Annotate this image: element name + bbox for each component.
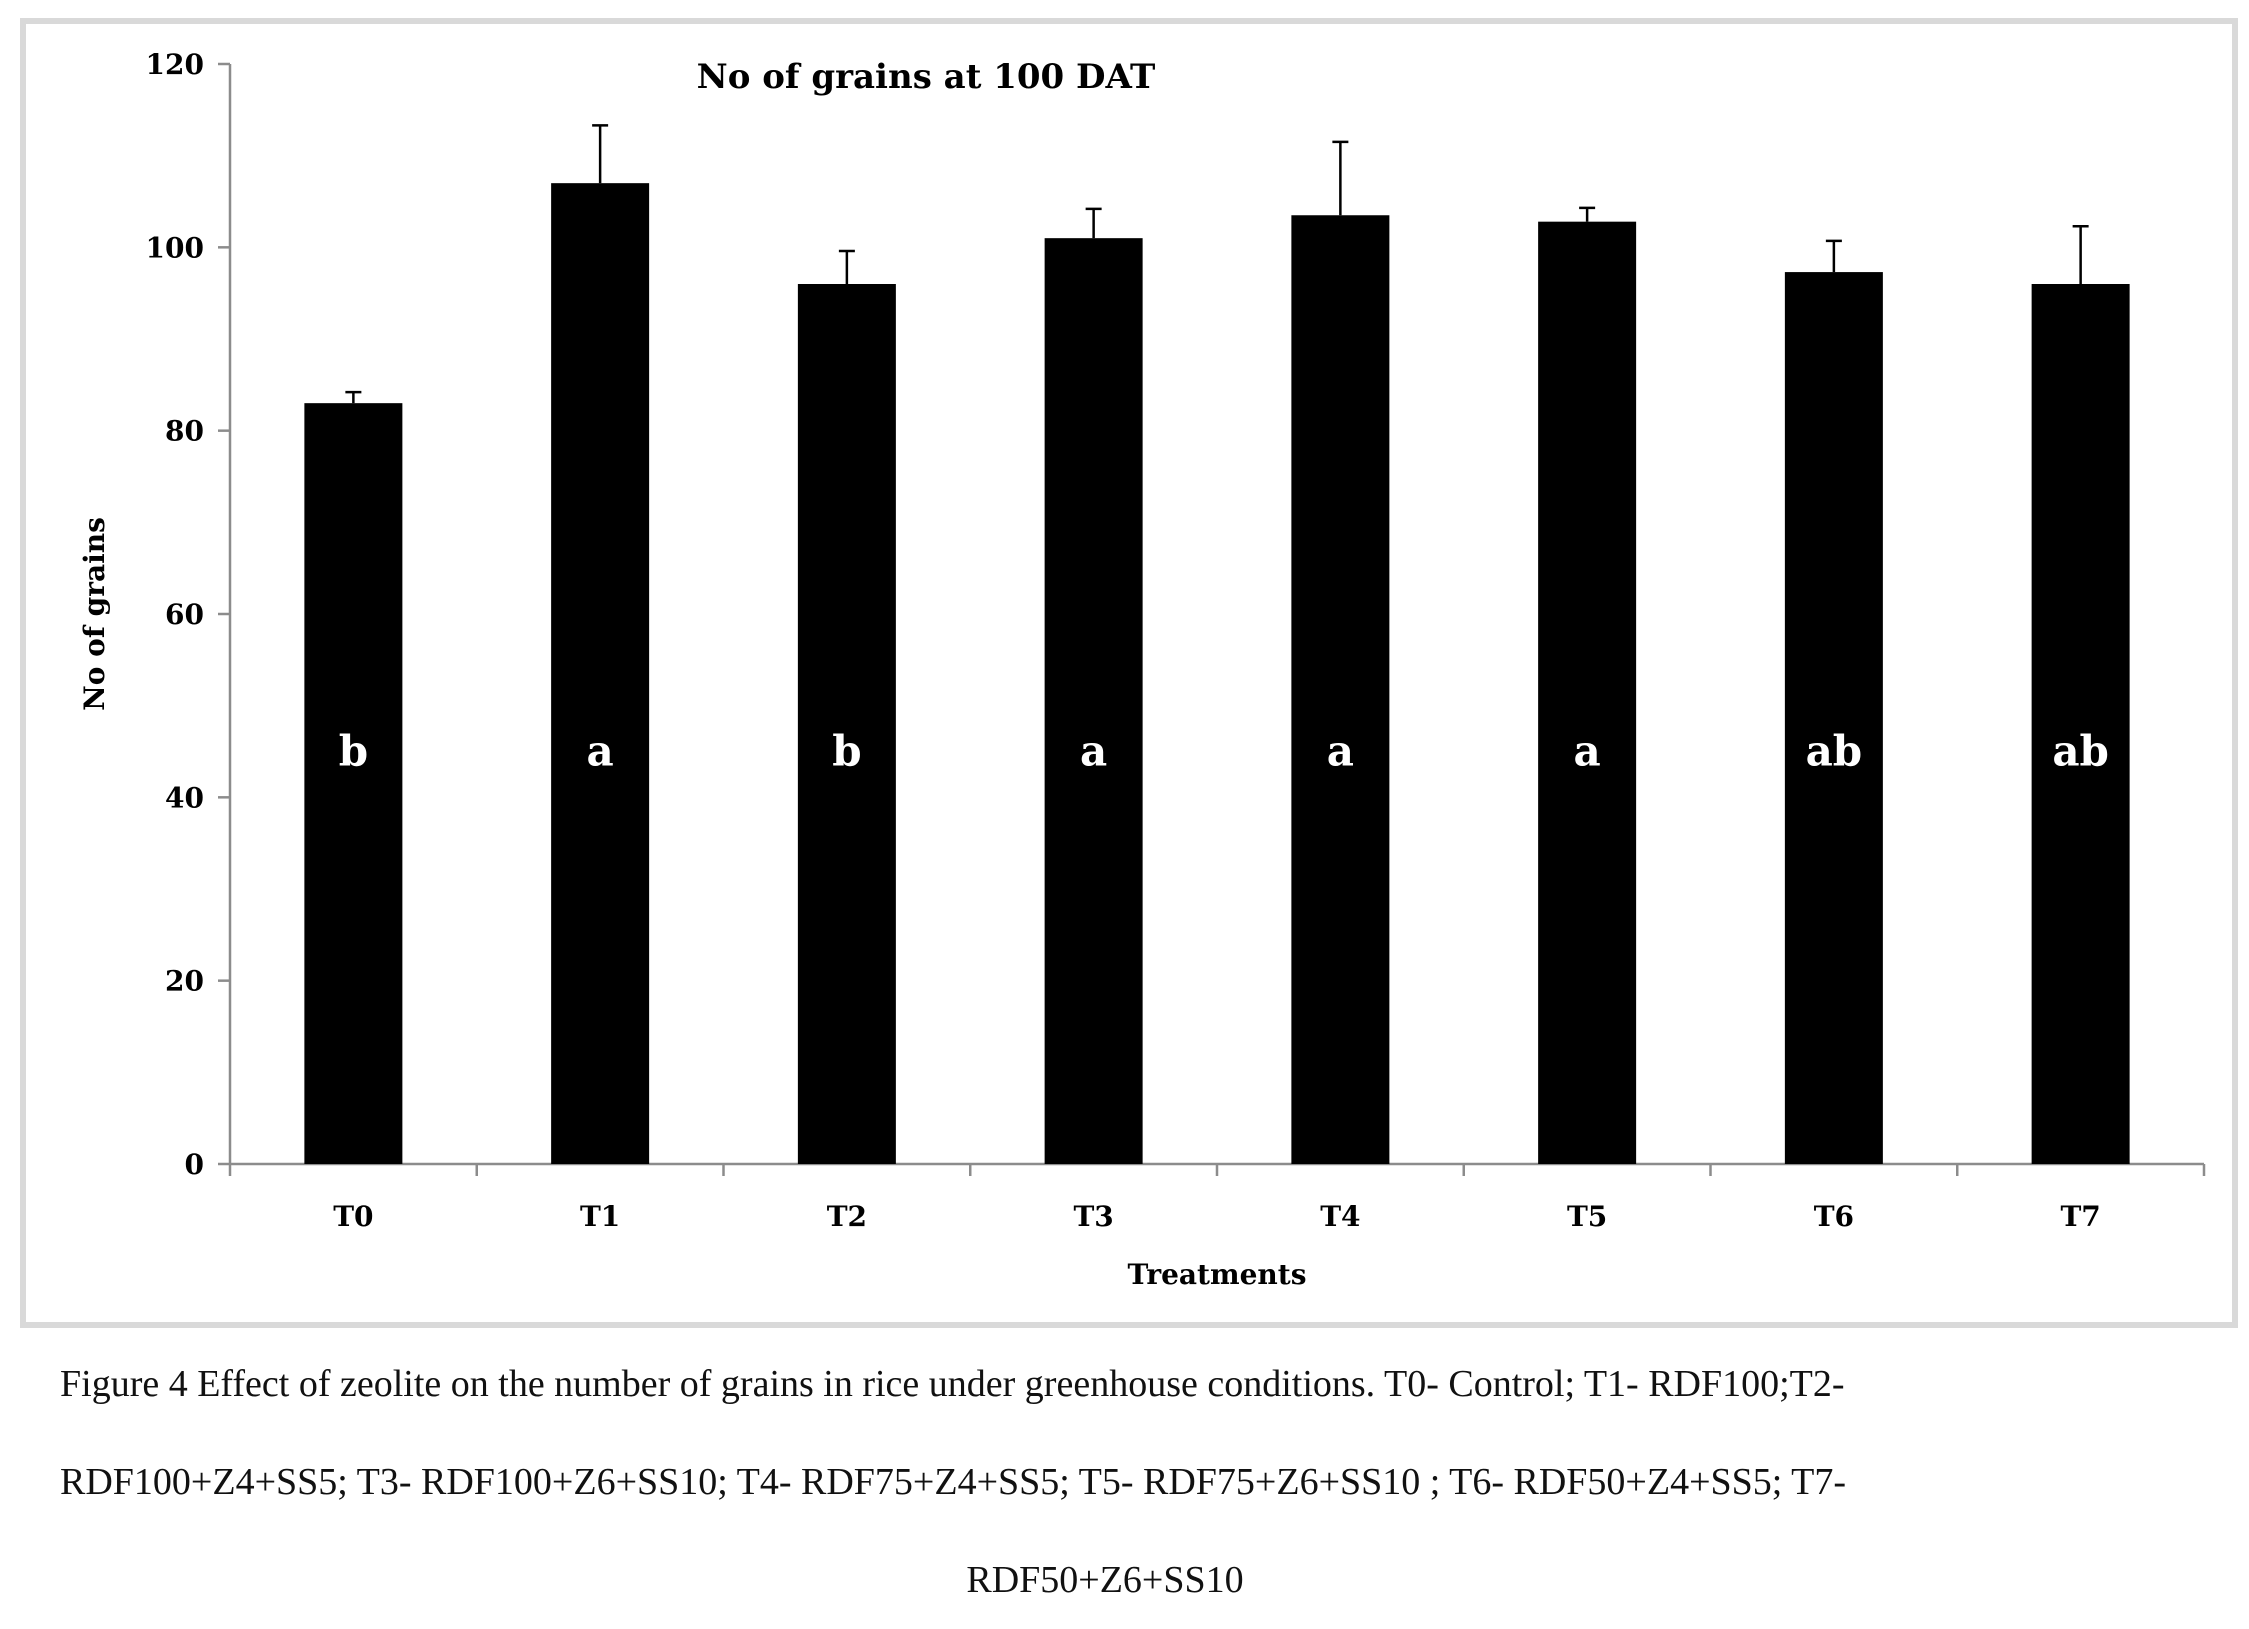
y-tick-label: 20 (165, 965, 204, 998)
significance-letter-T2: b (832, 727, 861, 776)
x-tick-label-T4: T4 (1320, 1200, 1360, 1233)
y-axis-label: No of grains (78, 517, 111, 711)
caption-line-3: RDF50+Z6+SS10 (966, 1559, 1244, 1601)
x-tick-label-T2: T2 (827, 1200, 867, 1233)
x-axis-label: Treatments (1128, 1258, 1307, 1291)
bar-T3 (1044, 238, 1143, 1164)
x-tick-label-T7: T7 (2060, 1200, 2100, 1233)
x-tick-label-T1: T1 (580, 1200, 620, 1233)
y-tick-label: 120 (146, 48, 204, 81)
x-tick-label-T0: T0 (333, 1200, 373, 1233)
y-tick-label: 80 (165, 415, 204, 448)
bar-T7 (2031, 284, 2130, 1164)
caption-line-1: Figure 4 Effect of zeolite on the number… (60, 1363, 1845, 1405)
significance-letter-T0: b (339, 727, 368, 776)
bar-T1 (551, 183, 650, 1164)
figure-caption: Figure 4 Effect of zeolite on the number… (60, 1335, 2210, 1629)
y-tick-label: 60 (165, 598, 204, 631)
bar-T5 (1538, 221, 1637, 1164)
y-tick-label: 0 (185, 1148, 204, 1181)
bar-T4 (1291, 215, 1390, 1164)
significance-letter-T1: a (587, 727, 614, 776)
significance-letter-T7: ab (2052, 727, 2109, 776)
caption-line-2: RDF100+Z4+SS5; T3- RDF100+Z6+SS10; T4- R… (60, 1461, 1846, 1503)
y-tick-label: 40 (165, 781, 204, 814)
bar-T0 (304, 403, 403, 1165)
significance-letter-T5: a (1574, 727, 1601, 776)
bar-T2 (797, 284, 896, 1164)
y-tick-label: 100 (146, 231, 204, 264)
significance-letter-T6: ab (1806, 727, 1863, 776)
bar-chart: 0 20 40 60 80 100 120 b T0 a T1 b T2 a T3 a T4 a T5 ab T6 ab T… (78, 48, 2206, 1291)
chart-frame: 0 20 40 60 80 100 120 b T0 a T1 b T2 a T3 a T4 a T5 ab T6 ab T… (20, 18, 2238, 1328)
x-tick-label-T5: T5 (1567, 1200, 1607, 1233)
x-tick-label-T3: T3 (1073, 1200, 1113, 1233)
chart-title: No of grains at 100 DAT (697, 57, 1156, 97)
significance-letter-T3: a (1080, 727, 1107, 776)
x-tick-label-T6: T6 (1814, 1200, 1854, 1233)
significance-letter-T4: a (1327, 727, 1354, 776)
bar-T6 (1784, 272, 1883, 1164)
